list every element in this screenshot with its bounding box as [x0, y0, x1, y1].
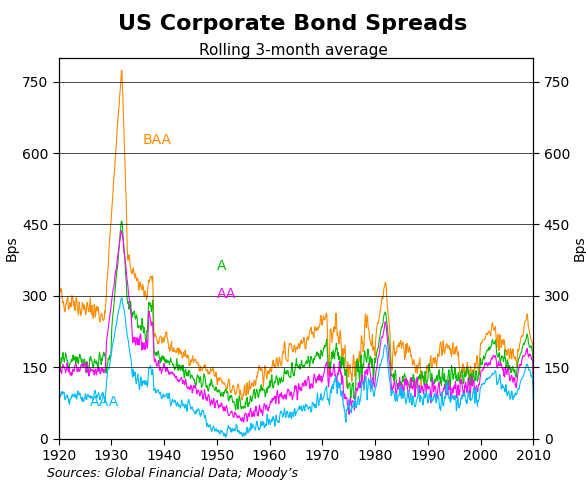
Text: AA: AA — [217, 287, 236, 301]
Y-axis label: Bps: Bps — [573, 235, 586, 261]
Text: A: A — [217, 259, 226, 273]
Y-axis label: Bps: Bps — [5, 235, 19, 261]
Text: AAA: AAA — [90, 395, 120, 409]
Text: US Corporate Bond Spreads: US Corporate Bond Spreads — [118, 14, 468, 34]
Text: Rolling 3-month average: Rolling 3-month average — [199, 43, 387, 58]
Text: BAA: BAA — [143, 133, 172, 147]
Text: Sources: Global Financial Data; Moody’s: Sources: Global Financial Data; Moody’s — [47, 467, 298, 480]
